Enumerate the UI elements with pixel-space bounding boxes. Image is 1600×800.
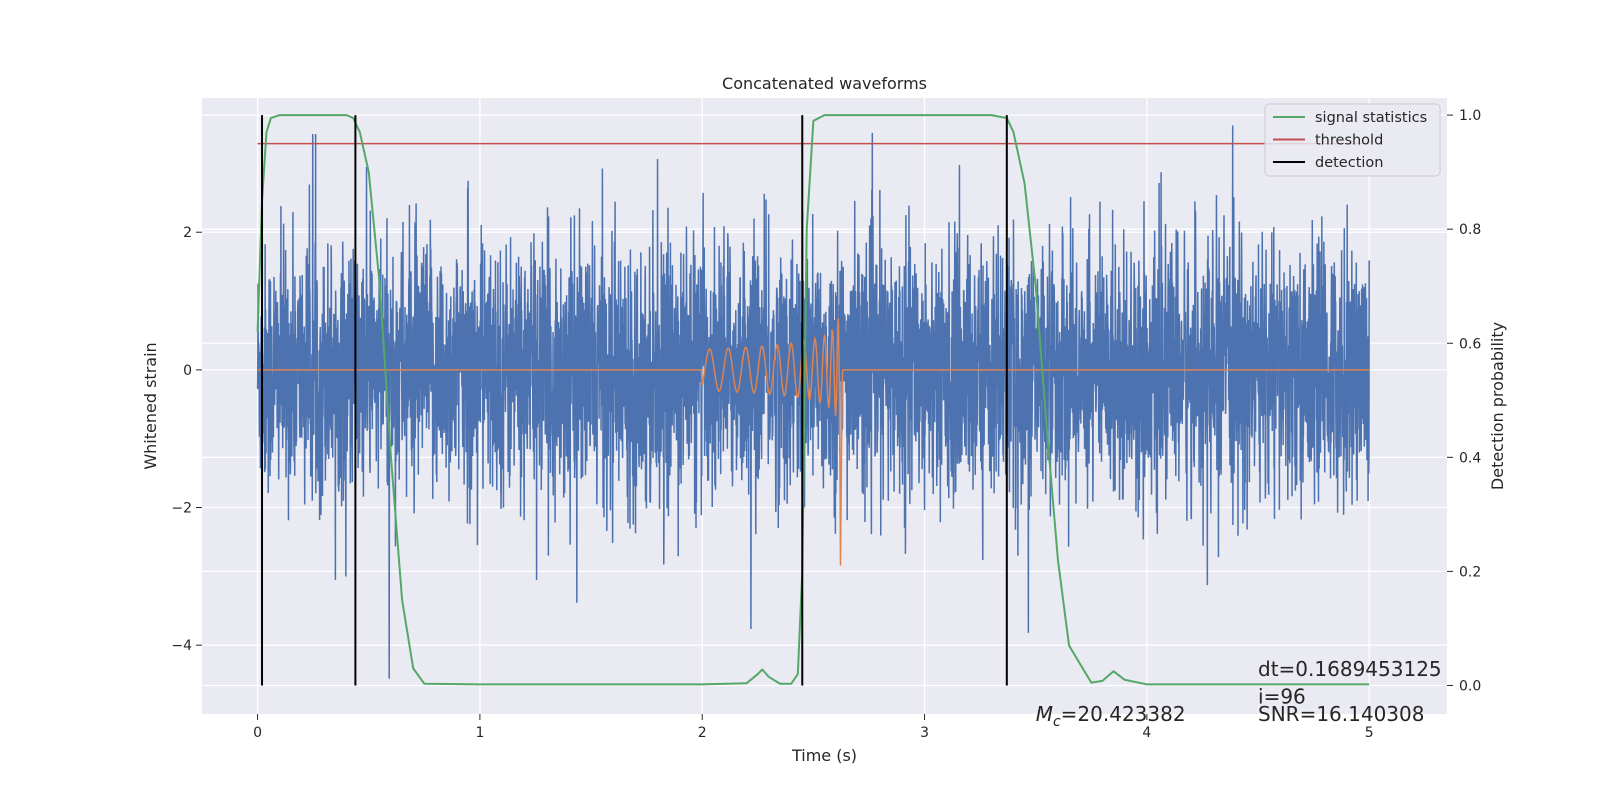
legend-label: detection [1315, 155, 1383, 171]
legend: signal statistics threshold detection [1264, 103, 1441, 177]
x-axis-ticks: 0 1 2 3 4 5 [253, 714, 1374, 741]
y2-tick-label: 1.0 [1459, 108, 1481, 124]
legend-label: threshold [1315, 133, 1383, 149]
x-axis-label: Time (s) [791, 746, 857, 765]
x-tick-label: 1 [475, 725, 484, 741]
template-series-line [257, 317, 1370, 566]
annotation-text: SNR=16.140308 [1258, 702, 1424, 726]
annotation-value: =20.423382 [1061, 702, 1186, 726]
y2-axis-label: Detection probability [1488, 322, 1507, 490]
y2-tick-label: 0.6 [1459, 336, 1481, 352]
y-tick-label: 0 [183, 363, 192, 379]
signal-statistics-line [256, 114, 1370, 686]
chart-title: Concatenated waveforms [722, 74, 927, 93]
y2-tick-label: 0.2 [1459, 564, 1481, 580]
x-tick-label: 0 [253, 725, 262, 741]
annotation-subscript: c [1053, 714, 1061, 730]
plot-area [256, 114, 1370, 686]
y2-tick-label: 0.4 [1459, 450, 1481, 466]
x-tick-label: 3 [920, 725, 929, 741]
y-axis-ticks: 2 0 −2 −4 [171, 225, 202, 654]
legend-label: signal statistics [1315, 110, 1427, 126]
y-tick-label: 2 [183, 225, 192, 241]
annotation-text: i=96 [1258, 685, 1306, 709]
x-tick-label: 5 [1365, 725, 1374, 741]
annotation-text: Mc=20.423382 [1036, 702, 1186, 730]
strain-series-line [256, 125, 1370, 679]
annotation-text: dt=0.1689453125 [1258, 657, 1442, 681]
annotation-symbol: M [1036, 702, 1053, 726]
x-tick-label: 4 [1142, 725, 1151, 741]
y2-tick-label: 0.8 [1459, 222, 1481, 238]
y2-axis-ticks: 1.0 0.8 0.6 0.4 0.2 0.0 [1447, 108, 1481, 694]
y-axis-label: Whitened strain [141, 342, 160, 469]
y-tick-label: −2 [171, 501, 192, 517]
y2-tick-label: 0.0 [1459, 678, 1481, 694]
x-tick-label: 2 [698, 725, 707, 741]
legend-box [1264, 103, 1441, 177]
y-tick-label: −4 [171, 638, 192, 654]
